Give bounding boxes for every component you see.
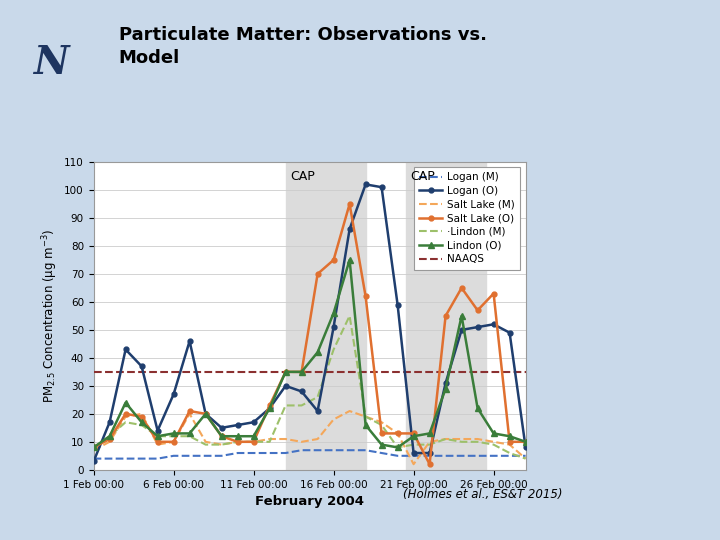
Text: (Holmes et al., ES&T 2015): (Holmes et al., ES&T 2015) bbox=[403, 488, 563, 501]
Text: N: N bbox=[32, 44, 68, 83]
Text: Particulate Matter: Observations vs.
Model: Particulate Matter: Observations vs. Mod… bbox=[119, 25, 487, 67]
Bar bbox=[286, 162, 366, 470]
Y-axis label: PM$_{2.5}$ Concentration (μg m$^{-3}$): PM$_{2.5}$ Concentration (μg m$^{-3}$) bbox=[40, 229, 60, 403]
X-axis label: February 2004: February 2004 bbox=[255, 495, 364, 508]
Text: CAP: CAP bbox=[410, 171, 435, 184]
Text: CAP: CAP bbox=[290, 171, 315, 184]
Legend: Logan (M), Logan (O), Salt Lake (M), Salt Lake (O), ·Lindon (M), Lindon (O), NAA: Logan (M), Logan (O), Salt Lake (M), Sal… bbox=[414, 167, 521, 269]
Bar bbox=[405, 162, 485, 470]
